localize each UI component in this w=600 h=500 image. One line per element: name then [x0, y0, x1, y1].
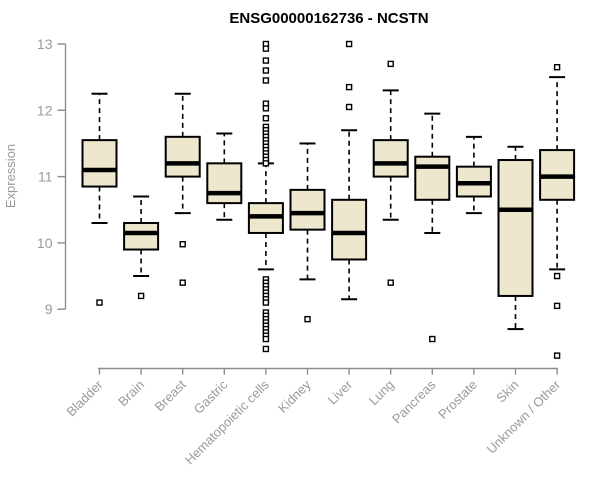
x-tick-label-pancreas: Pancreas — [389, 377, 439, 427]
y-tick-label: 12 — [37, 102, 53, 118]
outlier-point — [553, 302, 561, 310]
outlier-point — [262, 105, 270, 112]
outlier-point — [262, 160, 270, 167]
box-prostate — [455, 135, 492, 215]
y-axis-title: Expression — [3, 144, 18, 208]
outlier-point — [345, 40, 353, 48]
box-skin — [497, 145, 534, 331]
x-tick-label-skin: Skin — [493, 377, 521, 405]
outlier-point — [179, 241, 186, 248]
iqr-box — [206, 162, 243, 205]
outlier-point — [96, 299, 103, 306]
outlier-point — [262, 57, 270, 64]
outlier-point — [553, 272, 561, 280]
x-tick-label-lung: Lung — [366, 377, 397, 408]
x-tick-label-gastric: Gastric — [191, 377, 231, 417]
outlier-point — [137, 292, 145, 300]
box-lung — [372, 60, 409, 286]
box-pancreas — [414, 112, 451, 343]
box-liver — [331, 40, 368, 301]
boxes-layer — [81, 40, 576, 359]
box-unknown-other — [539, 64, 576, 359]
iqr-box — [497, 159, 534, 297]
iqr-box — [123, 222, 160, 251]
outlier-point — [387, 60, 394, 68]
box-hematopoietic-cells — [247, 40, 284, 353]
outlier-point — [262, 67, 270, 74]
box-breast — [164, 92, 201, 286]
outlier-point — [179, 279, 186, 286]
outlier-point — [345, 83, 353, 91]
outlier-point — [262, 299, 270, 306]
y-tick-label: 9 — [45, 301, 53, 317]
outlier-point — [262, 345, 270, 353]
x-tick-label-brain: Brain — [115, 377, 147, 409]
iqr-box — [81, 139, 118, 188]
outlier-point — [262, 335, 270, 343]
box-brain — [123, 195, 160, 300]
iqr-box — [289, 188, 326, 231]
x-tick-label-liver: Liver — [325, 377, 356, 408]
outlier-point — [345, 103, 353, 111]
iqr-box — [372, 139, 409, 178]
iqr-box — [164, 135, 201, 178]
x-tick-label-bladder: Bladder — [63, 377, 106, 420]
outlier-point — [262, 45, 270, 52]
outlier-point — [304, 315, 311, 323]
x-tick-label-breast: Breast — [152, 377, 189, 414]
outlier-point — [429, 335, 436, 343]
iqr-box — [414, 155, 451, 201]
x-tick-label-prostate: Prostate — [435, 377, 480, 422]
iqr-box — [331, 198, 368, 261]
outlier-point — [553, 64, 561, 71]
box-bladder — [81, 92, 118, 306]
x-tick-label-kidney: Kidney — [275, 377, 314, 416]
outlier-point — [262, 115, 270, 122]
box-gastric — [206, 132, 243, 221]
x-tick-label-unknown-other: Unknown / Other — [484, 377, 564, 457]
outlier-point — [387, 279, 394, 286]
box-kidney — [289, 142, 326, 323]
outlier-point — [553, 352, 561, 359]
y-tick-label: 10 — [37, 235, 53, 251]
y-tick-label: 11 — [38, 169, 53, 185]
y-tick-label: 13 — [37, 36, 53, 52]
outlier-point — [262, 77, 270, 84]
chart-title: ENSG00000162736 - NCSTN — [229, 10, 428, 27]
